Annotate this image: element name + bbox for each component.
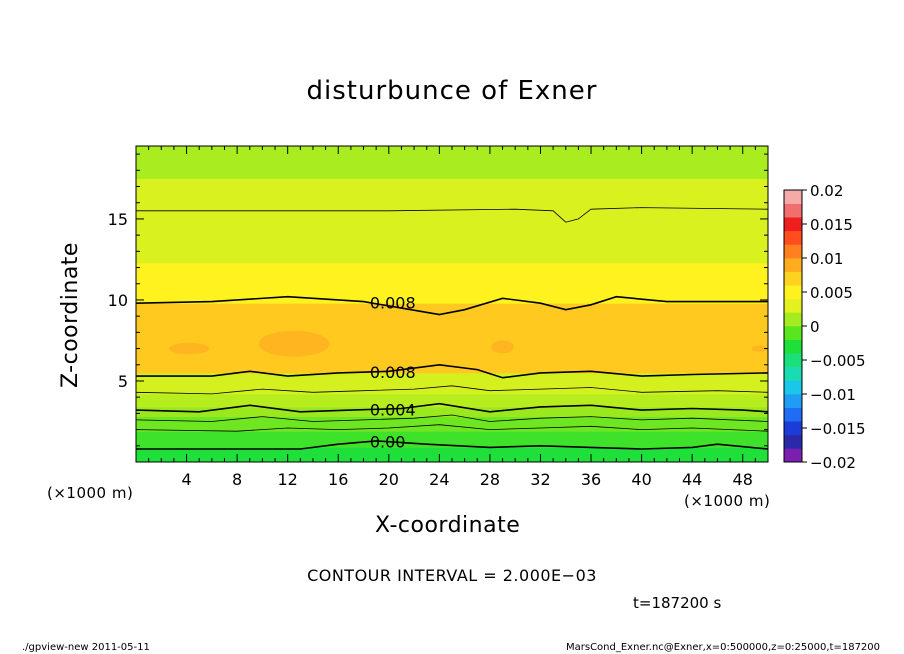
contour-label-0: 0.008 bbox=[370, 294, 416, 313]
blob-0 bbox=[168, 342, 210, 355]
x-tick-label-3: 16 bbox=[328, 470, 348, 489]
colorbar-segment-7 bbox=[784, 353, 802, 368]
x-unit-right: (×1000 m) bbox=[684, 492, 771, 510]
chart-title: disturbunce of Exner bbox=[306, 76, 598, 106]
thin-contour-3 bbox=[136, 424, 768, 432]
thin-contour-2 bbox=[136, 414, 768, 422]
colorbar-tick-label-0: 0.02 bbox=[810, 182, 843, 200]
x-tick-label-9: 40 bbox=[631, 470, 651, 489]
band-3 bbox=[136, 406, 768, 418]
colorbar-segment-17 bbox=[784, 217, 802, 232]
colorbar-segment-1 bbox=[784, 434, 802, 449]
colorbar-tick-label-6: −0.01 bbox=[810, 386, 856, 404]
colorbar-segment-18 bbox=[784, 203, 802, 218]
band-4 bbox=[136, 393, 768, 408]
contour-1 bbox=[136, 363, 768, 379]
contour-2 bbox=[136, 402, 768, 413]
colorbar-tick-label-7: −0.015 bbox=[810, 420, 866, 438]
footer-right: MarsCond_Exner.nc@Exner,x=0:500000,z=0:2… bbox=[566, 642, 881, 653]
x-tick-label-7: 32 bbox=[530, 470, 550, 489]
colorbar-segment-6 bbox=[784, 366, 802, 381]
plot-area: 0.008 0.008 0.004 0.00 bbox=[136, 146, 768, 462]
x-tick-label-5: 24 bbox=[429, 470, 449, 489]
band-6 bbox=[136, 303, 768, 374]
colorbar-tick-label-3: 0.005 bbox=[810, 284, 853, 302]
x-tick-label-0: 4 bbox=[181, 470, 191, 489]
footer-left: ./gpview-new 2011-05-11 bbox=[22, 642, 150, 653]
colorbar-segment-0 bbox=[784, 448, 802, 463]
contour-label-3: 0.00 bbox=[370, 432, 406, 451]
blob-1 bbox=[258, 330, 330, 357]
band-9 bbox=[136, 146, 768, 179]
x-tick-label-10: 44 bbox=[682, 470, 702, 489]
y-tick-label-2: 15 bbox=[108, 210, 128, 229]
blob-3 bbox=[751, 345, 767, 352]
band-8 bbox=[136, 178, 768, 264]
colorbar-segment-4 bbox=[784, 394, 802, 408]
contour-0 bbox=[136, 295, 768, 316]
x-unit-left: (×1000 m) bbox=[47, 484, 134, 502]
colorbar-segment-5 bbox=[784, 380, 802, 395]
contour-interval-note: CONTOUR INTERVAL = 2.000E−03 bbox=[307, 566, 597, 585]
colorbar-segment-16 bbox=[784, 230, 802, 245]
colorbar-tick-label-5: −0.005 bbox=[810, 352, 866, 370]
band-1 bbox=[136, 431, 768, 448]
colorbar-tick-label-2: 0.01 bbox=[810, 250, 843, 268]
colorbar-segment-2 bbox=[784, 421, 802, 436]
band-5 bbox=[136, 372, 768, 395]
contour-label-2: 0.004 bbox=[370, 401, 416, 420]
colorbar-tick-label-4: 0 bbox=[810, 318, 820, 336]
x-axis-label: X-coordinate bbox=[375, 513, 521, 538]
colorbar-segment-9 bbox=[784, 326, 802, 340]
colorbar-segment-10 bbox=[784, 312, 802, 327]
x-tick-label-1: 8 bbox=[232, 470, 242, 489]
thin-contour-1 bbox=[136, 385, 768, 395]
x-tick-label-2: 12 bbox=[278, 470, 298, 489]
colorbar-tick-label-1: 0.015 bbox=[810, 216, 853, 234]
y-tick-label-0: 5 bbox=[118, 372, 128, 391]
colorbar-tick-label-8: −0.02 bbox=[810, 454, 856, 472]
colorbar-segment-8 bbox=[784, 339, 802, 354]
x-tick-label-6: 28 bbox=[480, 470, 500, 489]
x-tick-label-4: 20 bbox=[379, 470, 399, 489]
contour-3 bbox=[136, 440, 768, 450]
band-7 bbox=[136, 262, 768, 304]
x-tick-label-8: 36 bbox=[581, 470, 601, 489]
colorbar-segment-13 bbox=[784, 271, 802, 286]
colorbar-segment-15 bbox=[784, 244, 802, 259]
x-tick-label-11: 48 bbox=[733, 470, 753, 489]
colorbar-segment-19 bbox=[784, 190, 802, 204]
time-stamp: t=187200 s bbox=[633, 594, 722, 612]
colorbar-segment-3 bbox=[784, 407, 802, 422]
thin-contour-0 bbox=[136, 207, 768, 223]
colorbar-segment-11 bbox=[784, 298, 802, 313]
blob-2 bbox=[491, 340, 514, 354]
band-0 bbox=[136, 447, 768, 462]
colorbar-segment-12 bbox=[784, 285, 802, 300]
contour-label-1: 0.008 bbox=[370, 363, 416, 382]
y-tick-label-1: 10 bbox=[108, 291, 128, 310]
colorbar-segment-14 bbox=[784, 258, 802, 272]
